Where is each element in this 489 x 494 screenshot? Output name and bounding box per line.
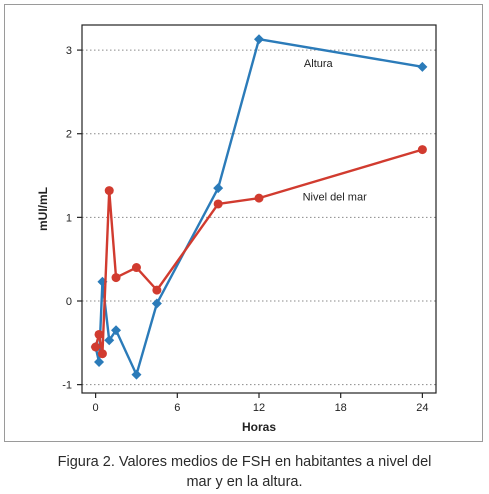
data-point-nivel-del-mar [417,145,427,155]
y-tick-label: 1 [66,212,72,224]
data-point-altura [111,325,122,336]
data-point-nivel-del-mar [94,329,104,339]
figure-caption-line-2: mar y en la altura. [186,474,303,490]
figure-caption-line-1: Figura 2. Valores medios de FSH en habit… [57,454,432,470]
x-tick-label: 6 [174,402,180,414]
y-tick-label: 0 [66,296,72,308]
x-axis-title: Horas [242,420,276,434]
y-axis-title: mUI/mL [36,187,50,231]
data-point-nivel-del-mar [213,199,223,209]
y-tick-label: -1 [62,380,72,392]
data-point-nivel-del-mar [111,273,121,283]
series-line-nivel-del-mar [94,148,423,355]
data-point-altura [254,34,264,45]
y-tick-label: 3 [66,45,72,57]
plot-area-border [81,24,437,394]
data-point-altura [151,298,162,309]
data-point-altura [417,61,428,72]
data-point-nivel-del-mar [131,263,141,273]
data-point-nivel-del-mar [254,193,264,203]
series-line-altura [94,38,423,376]
x-tick-label: 18 [335,402,347,414]
x-tick-label: 24 [416,402,428,414]
data-point-altura [94,357,105,368]
y-tick-label: 2 [66,129,72,141]
figure-frame: -1 0 1 2 3 0 6 12 18 24 Horas mUI/mL Altura Nivel de… [4,4,483,442]
series-label-nivel-del-mar: Nivel del mar [303,192,368,204]
x-tick-label: 0 [93,402,99,414]
x-tick-label: 12 [253,402,265,414]
data-point-nivel-del-mar [152,285,162,295]
series-label-altura: Altura [304,58,334,70]
data-point-nivel-del-mar [104,186,114,196]
data-point-altura [131,369,142,380]
data-point-nivel-del-mar [97,349,107,359]
data-point-nivel-del-mar [91,342,101,352]
data-point-altura [104,335,115,346]
data-point-altura [213,183,224,194]
